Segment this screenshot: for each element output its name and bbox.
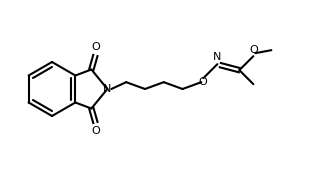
- Text: N: N: [213, 52, 222, 62]
- Text: O: O: [91, 126, 100, 136]
- Text: O: O: [249, 45, 258, 55]
- Text: O: O: [91, 43, 100, 52]
- Text: N: N: [103, 84, 112, 94]
- Text: O: O: [198, 77, 207, 87]
